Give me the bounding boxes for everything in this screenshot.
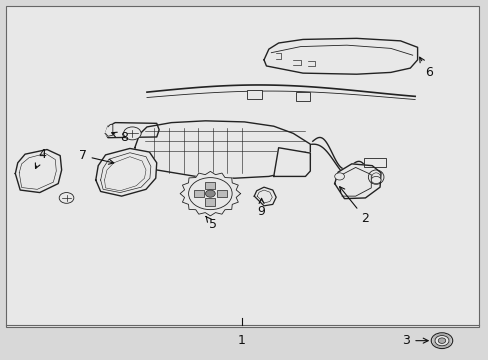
Text: 5: 5 [205, 216, 216, 231]
Polygon shape [254, 187, 276, 206]
Polygon shape [105, 123, 159, 138]
Circle shape [430, 333, 452, 348]
Text: 6: 6 [419, 57, 432, 79]
Text: 2: 2 [339, 187, 368, 225]
Polygon shape [135, 121, 310, 178]
FancyBboxPatch shape [5, 6, 478, 327]
Polygon shape [273, 148, 310, 176]
Circle shape [123, 127, 141, 140]
Bar [246, 90, 261, 99]
Polygon shape [180, 171, 240, 216]
Circle shape [437, 338, 445, 343]
Ellipse shape [371, 173, 380, 181]
Bar [217, 190, 226, 197]
Bar [295, 92, 310, 101]
Bar [205, 198, 215, 206]
Circle shape [370, 176, 380, 184]
Polygon shape [96, 148, 157, 196]
Polygon shape [334, 164, 380, 199]
Circle shape [188, 177, 232, 210]
Polygon shape [264, 39, 417, 74]
Circle shape [434, 336, 448, 346]
Bar [363, 158, 385, 167]
Text: 1: 1 [238, 334, 245, 347]
Text: 8: 8 [111, 131, 128, 144]
Ellipse shape [367, 170, 383, 184]
Circle shape [334, 173, 344, 180]
Circle shape [59, 193, 74, 203]
Bar [194, 190, 203, 197]
Text: 4: 4 [35, 148, 46, 168]
Text: 7: 7 [79, 149, 114, 164]
Polygon shape [15, 149, 61, 193]
Bar [205, 181, 215, 189]
Polygon shape [105, 125, 113, 136]
Text: 9: 9 [257, 198, 265, 218]
Circle shape [205, 190, 215, 197]
Text: 3: 3 [402, 334, 427, 347]
